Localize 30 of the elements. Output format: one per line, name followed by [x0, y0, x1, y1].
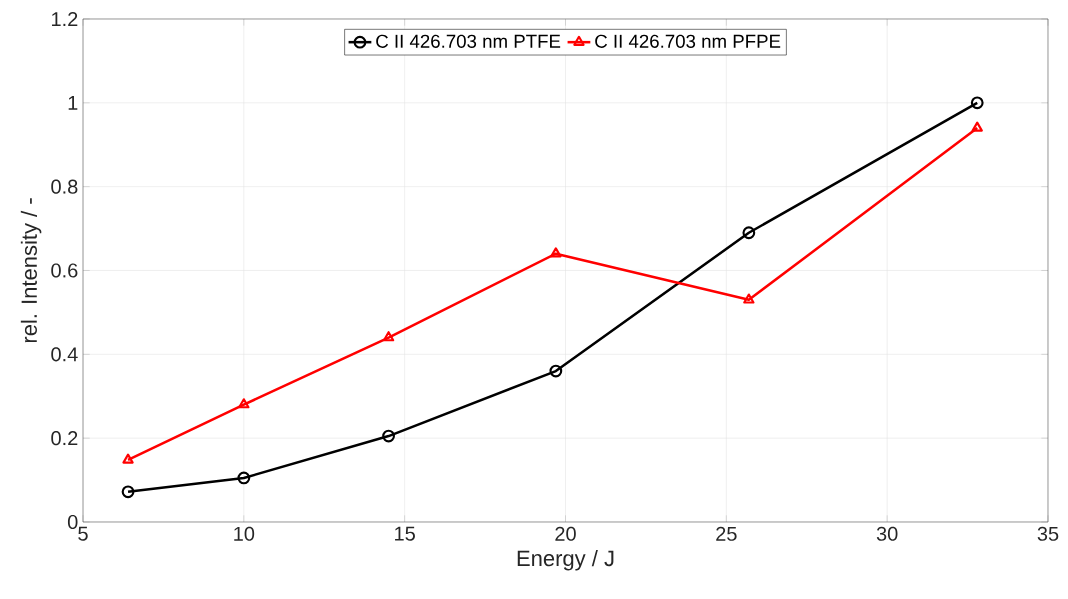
legend-label: C II 426.703 nm PFPE — [595, 34, 781, 48]
y-tick-label: 0.8 — [51, 179, 78, 194]
x-axis-title: Energy / J — [517, 550, 614, 571]
x-tick-label: 10 — [234, 526, 255, 541]
point — [238, 398, 250, 409]
point — [382, 429, 395, 443]
point — [971, 121, 983, 132]
y-tick-label: 0.6 — [51, 263, 78, 278]
point — [549, 364, 563, 378]
point — [550, 247, 562, 258]
y-tick-label: 0 — [67, 514, 78, 530]
x-tick-label: 25 — [716, 526, 737, 541]
point — [121, 485, 135, 499]
legend-label: C II 426.703 nm PTFE — [376, 34, 561, 48]
point — [743, 293, 755, 304]
x-tick-label: 30 — [876, 526, 898, 541]
x-tick-label: 5 — [78, 526, 88, 541]
y-tick-label: 0.2 — [51, 431, 78, 446]
point — [122, 453, 134, 464]
y-tick-label: 0.4 — [51, 347, 78, 362]
x-tick-label: 20 — [555, 526, 576, 541]
point — [742, 226, 756, 240]
point — [970, 96, 984, 110]
point — [237, 471, 251, 485]
x-tick-label: 15 — [395, 526, 415, 541]
point — [382, 331, 395, 342]
y-axis-title: rel. Intensity / - — [20, 198, 42, 343]
y-tick-label: 1.2 — [52, 12, 78, 26]
x-tick-label: 35 — [1037, 526, 1059, 541]
y-tick-label: 1 — [68, 95, 78, 110]
